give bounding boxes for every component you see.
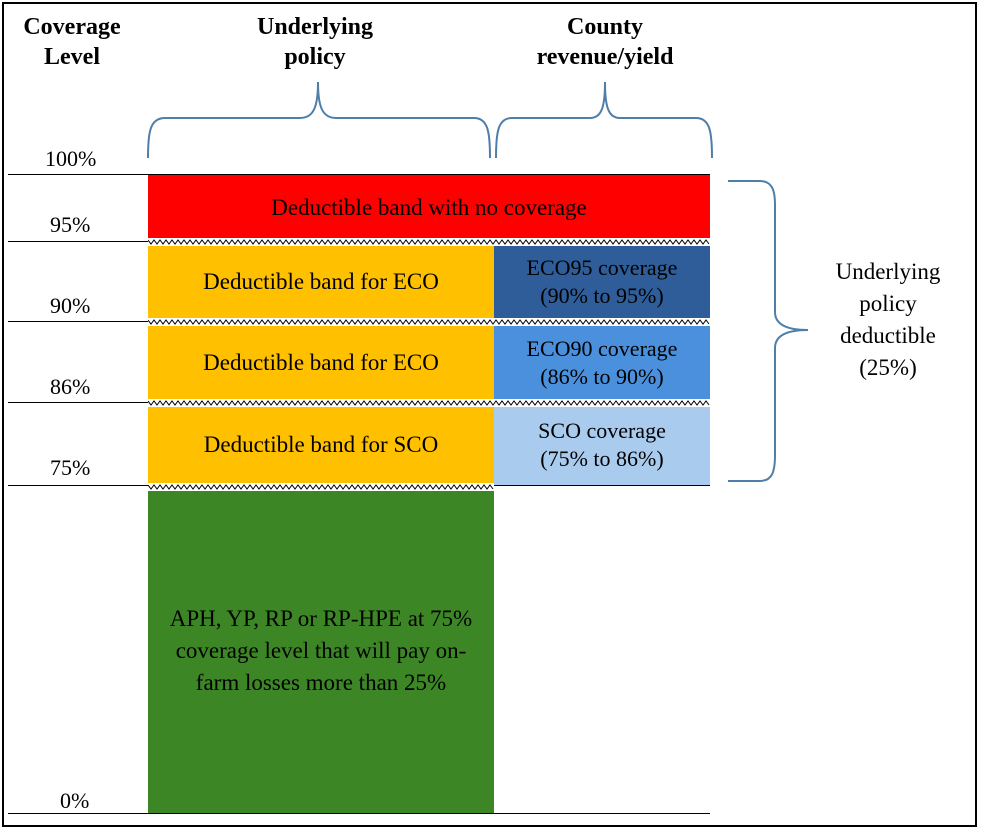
band-eco90-coverage: ECO90 coverage (86% to 90%): [494, 322, 710, 403]
bracket-underlying-policy-deductible: [728, 180, 809, 482]
band-eco90-coverage-label: ECO90 coverage (86% to 90%): [526, 335, 678, 389]
band-underlying-policy-label: APH, YP, RP or RP-HPE at 75% coverage le…: [169, 606, 473, 695]
band-eco-deductible-2: Deductible band for ECO: [148, 322, 494, 403]
level-line-100: [8, 174, 710, 175]
side-label-underlying-policy-deductible: Underlying policy deductible (25%): [835, 259, 941, 380]
band-eco-deductible-2-label: Deductible band for ECO: [203, 349, 439, 375]
level-95: 95%: [50, 212, 91, 237]
header-coverage-level: Coverage Level: [23, 14, 121, 70]
band-eco95-coverage-label: ECO95 coverage (90% to 95%): [526, 255, 678, 308]
level-100: 100%: [45, 146, 97, 171]
band-sco-deductible-label: Deductible band for SCO: [203, 431, 439, 457]
zigzag-separator-90: [148, 318, 710, 326]
band-no-coverage: Deductible band with no coverage: [148, 174, 710, 242]
header-underlying-policy: Underlying policy: [256, 14, 373, 70]
band-no-coverage-label: Deductible band with no coverage: [271, 195, 587, 220]
brace-county-revenue-yield: [495, 81, 713, 159]
level-line-0: [8, 813, 710, 814]
band-sco-coverage-label: SCO coverage (75% to 86%): [538, 417, 666, 471]
brace-underlying-policy: [147, 81, 491, 159]
zigzag-separator-86: [148, 399, 710, 407]
band-sco-deductible: Deductible band for SCO: [148, 403, 494, 486]
level-0: 0%: [60, 788, 90, 813]
level-75: 75%: [50, 455, 91, 480]
header-county-revenue-yield: County revenue/yield: [536, 14, 674, 70]
band-eco-deductible-1-label: Deductible band for ECO: [203, 269, 439, 294]
zigzag-separator-75: [148, 483, 494, 491]
band-underlying-policy: APH, YP, RP or RP-HPE at 75% coverage le…: [148, 489, 494, 813]
level-90: 90%: [50, 293, 91, 318]
band-eco95-coverage: ECO95 coverage (90% to 95%): [494, 242, 710, 322]
band-sco-coverage: SCO coverage (75% to 86%): [494, 403, 710, 486]
zigzag-separator-95: [148, 238, 710, 246]
level-86: 86%: [50, 374, 91, 399]
band-eco-deductible-1: Deductible band for ECO: [148, 242, 494, 322]
